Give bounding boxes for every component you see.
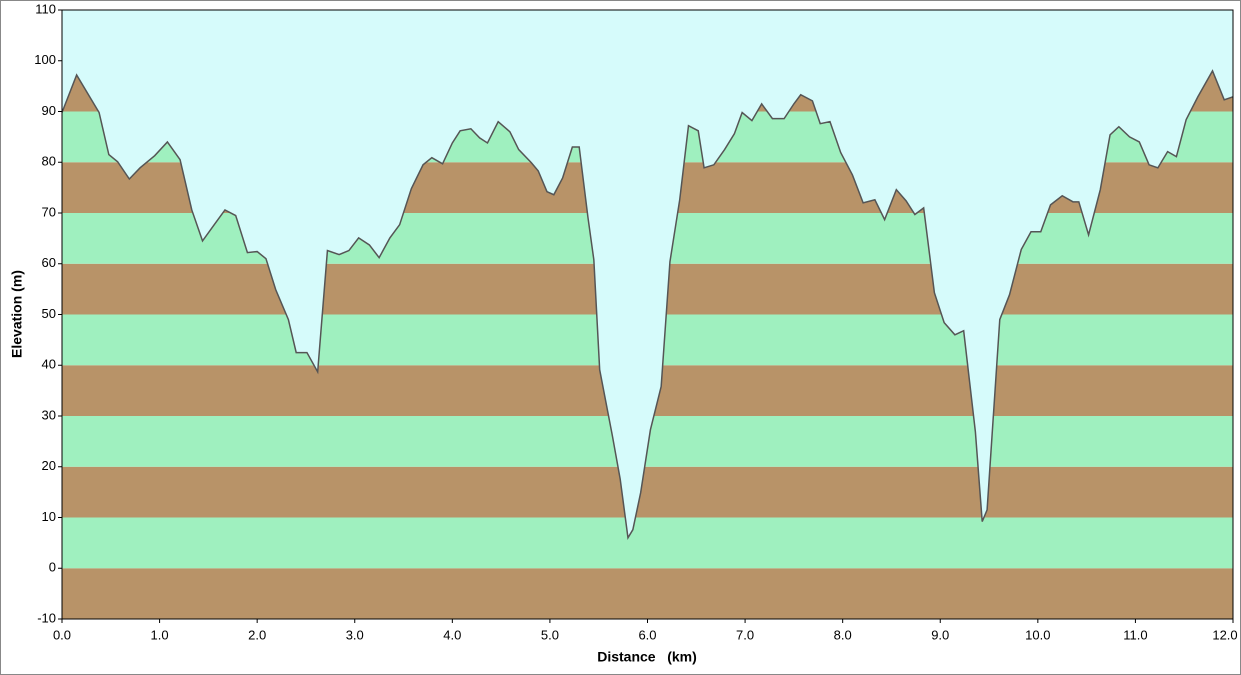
x-tick-label: 0.0: [53, 627, 71, 642]
y-tick-label: 0: [49, 560, 56, 575]
plot-area: [61, 10, 1234, 619]
y-tick-label: 10: [42, 509, 56, 524]
x-tick-label: 5.0: [541, 627, 559, 642]
y-tick-label: 100: [34, 52, 56, 67]
x-tick-label: 6.0: [638, 627, 656, 642]
y-tick-label: 90: [42, 103, 56, 118]
y-tick-label: 60: [42, 255, 56, 270]
x-tick-label: 11.0: [1123, 627, 1147, 642]
band: [62, 517, 1233, 569]
x-tick-label: 10.0: [1025, 627, 1050, 642]
x-tick-label: 1.0: [151, 627, 169, 642]
x-tick-label: 4.0: [443, 627, 461, 642]
y-axis-label: Elevation (m): [9, 270, 25, 358]
y-tick-label: 50: [42, 306, 56, 321]
x-tick-label: 12.0: [1212, 627, 1237, 642]
y-tick-label: 40: [42, 357, 56, 372]
x-tick-label: 8.0: [834, 627, 852, 642]
y-tick-label: 80: [42, 154, 56, 169]
y-tick-label: 30: [42, 407, 56, 422]
y-tick-label: 110: [35, 1, 56, 16]
x-tick-label: 7.0: [736, 627, 754, 642]
x-axis-label: Distance (km): [597, 649, 697, 665]
band: [62, 466, 1233, 518]
x-tick-label: 2.0: [248, 627, 266, 642]
y-tick-label: 20: [42, 458, 56, 473]
y-tick-label: -10: [37, 610, 56, 625]
y-tick-label: 70: [42, 204, 56, 219]
x-tick-label: 3.0: [346, 627, 364, 642]
x-tick-label: 9.0: [931, 627, 949, 642]
band: [62, 568, 1233, 619]
elevation-line: [61, 69, 1234, 541]
sky: [62, 10, 1233, 538]
